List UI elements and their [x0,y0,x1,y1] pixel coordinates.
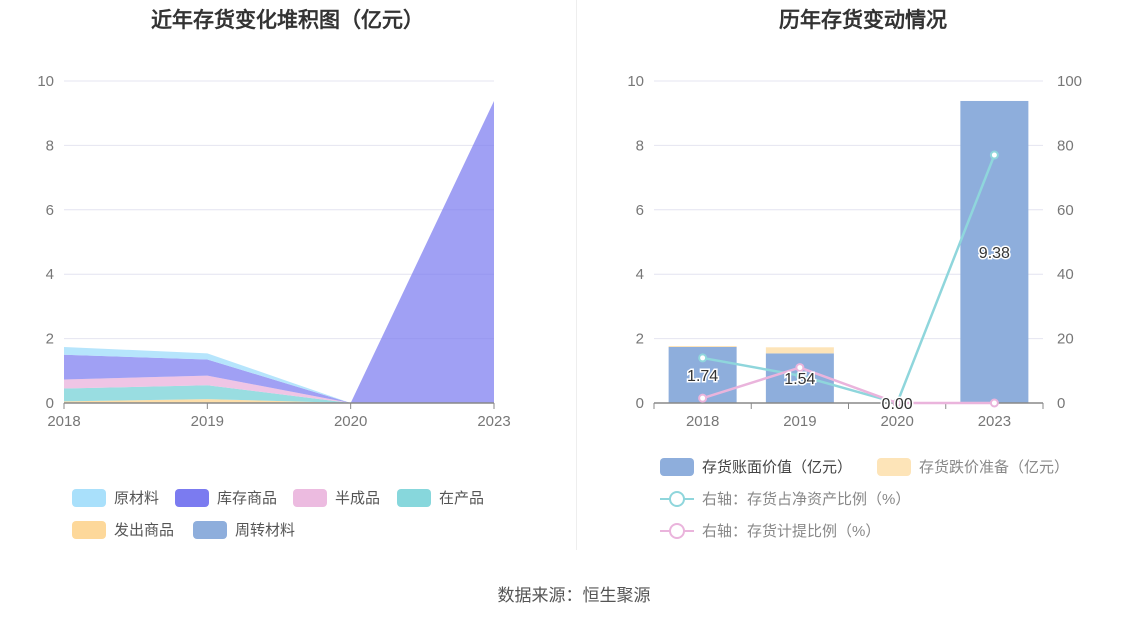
legend-label: 右轴：存货计提比例（%） [702,523,881,540]
stacked-area-chart: 0 2 4 6 8 10 2018 2019 2020 2023 [37,73,510,430]
bar-存货跌价准备（亿元） [668,346,737,347]
legend-item[interactable]: 存货跌价准备（亿元） [877,456,1069,477]
y-tick-label: 4 [636,266,644,283]
area-series-库存商品 [64,100,494,404]
legend-swatch [660,457,694,476]
legend-swatch [193,520,227,539]
legend-item[interactable]: 在产品 [397,487,484,508]
x-tick-label: 2019 [191,413,224,430]
legend-label: 右轴：存货占净资产比例（%） [702,491,911,508]
legend-label: 存货账面价值（亿元） [702,459,853,476]
legend-swatch [293,488,327,507]
line-右轴：存货占净资产比例（%） [702,154,996,405]
legend-swatch [72,488,106,507]
area-series-在产品 [64,385,494,403]
area-series-半成品 [64,375,494,403]
y-tick-label: 2 [636,331,644,348]
left-chart-panel: 近年存货变化堆积图（亿元） 0 2 4 6 8 10 2018 2019 2020 2023 原材… [0,0,575,560]
y-tick-label: 0 [46,395,54,412]
y2-tick-label: 20 [1057,331,1074,348]
legend-item[interactable]: 原材料 [72,487,159,508]
legend-label: 在产品 [439,490,485,507]
y-tick-label: 4 [46,266,54,283]
line-point [795,371,805,381]
legend-label: 原材料 [114,490,160,507]
data-source-label: 数据来源：恒生聚源 [497,586,651,605]
legend-label: 半成品 [335,490,381,507]
area-series-发出商品 [64,399,494,403]
y-tick-label: 2 [46,331,54,348]
x-tick-label: 2020 [880,413,913,430]
right-chart-title: 历年存货变动情况 [779,9,947,32]
x-tick-label: 2019 [783,413,816,430]
legend-swatch [72,520,106,539]
bar-存货跌价准备（亿元） [765,347,834,354]
x-tick-label: 2018 [686,413,719,430]
y-tick-label: 6 [636,202,644,219]
left-chart-title: 近年存货变化堆积图（亿元） [151,9,424,32]
legend-item[interactable]: 发出商品 [72,519,174,540]
legend-swatch [397,488,431,507]
line-point [698,393,708,403]
line-point [989,398,999,408]
y-tick-label: 8 [46,137,54,154]
legend-item[interactable]: 右轴：存货占净资产比例（%） [660,488,910,509]
y2-tick-label: 100 [1057,73,1082,90]
legend-item[interactable]: 半成品 [293,487,380,508]
y2-tick-label: 40 [1057,266,1074,283]
legend-swatch [877,457,911,476]
right-chart-panel: 历年存货变动情况 0 2 4 6 8 10 0 20 40 60 80 100 2018 2019 2020… [578,0,1148,560]
panel-divider [576,0,577,550]
line-point [795,363,805,373]
y2-tick-label: 80 [1057,137,1074,154]
legend-label: 库存商品 [217,490,278,507]
legend-item[interactable]: 周转材料 [193,519,295,540]
y2-tick-label: 0 [1057,395,1065,412]
legend-item[interactable]: 右轴：存货计提比例（%） [660,520,880,541]
y-tick-label: 10 [627,73,644,90]
legend-label: 存货跌价准备（亿元） [919,459,1070,476]
bar-value-label: 1.74 [687,368,718,385]
y-tick-label: 8 [636,137,644,154]
legend-label: 周转材料 [235,522,296,539]
y-tick-label: 0 [636,395,644,412]
y2-tick-label: 60 [1057,202,1074,219]
line-point [892,398,902,408]
bar-value-label: 1.54 [784,371,815,388]
bar-value-label: 0.00 [882,396,913,413]
x-tick-label: 2023 [978,413,1011,430]
x-tick-label: 2023 [477,413,510,430]
legend-item[interactable]: 库存商品 [175,487,277,508]
line-point [989,150,999,160]
legend-item[interactable]: 存货账面价值（亿元） [660,456,852,477]
x-tick-label: 2018 [47,413,80,430]
legend-swatch [660,490,694,508]
bar-value-label: 9.38 [979,245,1010,262]
y-tick-label: 10 [37,73,54,90]
y-tick-label: 6 [46,202,54,219]
legend-swatch [175,488,209,507]
legend-label: 发出商品 [114,522,175,539]
x-tick-label: 2020 [334,413,367,430]
legend-swatch [660,522,694,540]
line-右轴：存货计提比例（%） [702,366,995,405]
line-point [698,353,708,363]
